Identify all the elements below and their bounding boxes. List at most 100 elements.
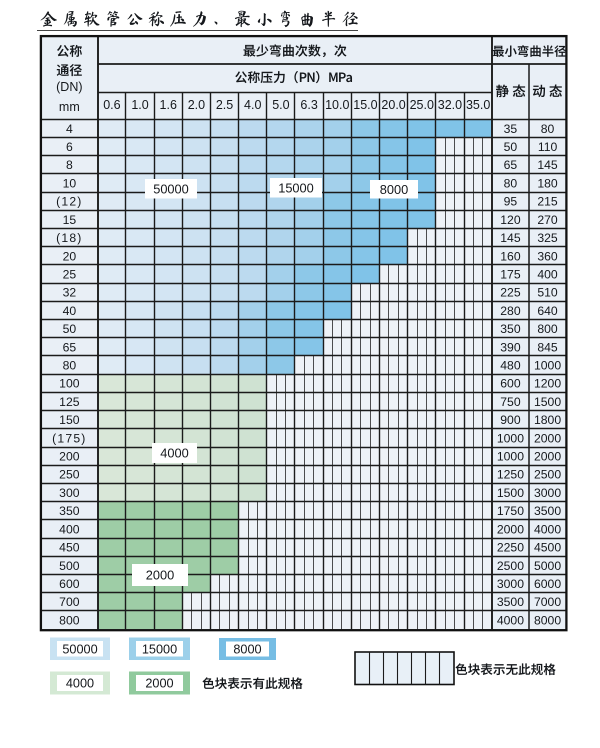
svg-text:150: 150 — [59, 413, 80, 427]
svg-text:145: 145 — [537, 158, 558, 172]
svg-text:700: 700 — [59, 595, 80, 609]
svg-text:15000: 15000 — [142, 642, 177, 656]
svg-text:160: 160 — [500, 249, 521, 263]
svg-text:300: 300 — [59, 486, 80, 500]
svg-text:8000: 8000 — [380, 182, 408, 197]
svg-text:110: 110 — [538, 140, 558, 154]
svg-text:4500: 4500 — [534, 541, 561, 555]
svg-text:2250: 2250 — [497, 541, 524, 555]
svg-text:600: 600 — [500, 377, 521, 391]
svg-text:6000: 6000 — [534, 577, 561, 591]
svg-text:5000: 5000 — [534, 559, 561, 573]
svg-text:35.0: 35.0 — [466, 98, 490, 112]
svg-text:100: 100 — [59, 377, 80, 391]
svg-text:2000: 2000 — [534, 450, 561, 464]
svg-text:2500: 2500 — [534, 468, 561, 482]
svg-text:225: 225 — [500, 286, 521, 300]
svg-text:4: 4 — [66, 122, 73, 136]
svg-text:180: 180 — [537, 176, 558, 190]
svg-text:(12): (12) — [56, 195, 82, 209]
svg-text:65: 65 — [504, 158, 518, 172]
svg-text:215: 215 — [537, 195, 558, 209]
svg-text:32.0: 32.0 — [438, 98, 462, 112]
svg-text:400: 400 — [59, 522, 80, 536]
svg-text:2.0: 2.0 — [188, 98, 205, 112]
svg-text:35: 35 — [504, 122, 518, 136]
svg-text:50: 50 — [63, 322, 77, 336]
svg-text:15.0: 15.0 — [353, 98, 377, 112]
svg-text:32: 32 — [63, 286, 77, 300]
svg-text:510: 510 — [537, 286, 558, 300]
svg-text:1.0: 1.0 — [131, 98, 148, 112]
svg-text:80: 80 — [504, 176, 518, 190]
svg-text:50: 50 — [504, 140, 518, 154]
svg-text:800: 800 — [59, 613, 80, 627]
svg-text:2000: 2000 — [146, 568, 174, 583]
svg-text:145: 145 — [500, 231, 521, 245]
svg-text:8000: 8000 — [233, 643, 261, 657]
svg-text:80: 80 — [63, 359, 77, 373]
svg-text:7000: 7000 — [534, 595, 561, 609]
svg-text:6.3: 6.3 — [300, 98, 317, 112]
svg-text:480: 480 — [500, 359, 521, 373]
svg-text:50000: 50000 — [153, 181, 189, 196]
svg-text:640: 640 — [537, 304, 558, 318]
svg-text:8: 8 — [66, 158, 73, 172]
svg-text:360: 360 — [537, 249, 558, 263]
svg-text:(18): (18) — [56, 231, 82, 245]
svg-text:4000: 4000 — [66, 677, 94, 691]
svg-text:2500: 2500 — [497, 559, 524, 573]
svg-text:50000: 50000 — [62, 642, 97, 656]
svg-text:1.6: 1.6 — [160, 98, 177, 112]
svg-text:750: 750 — [500, 395, 521, 409]
svg-text:4000: 4000 — [497, 613, 524, 627]
svg-text:350: 350 — [500, 322, 521, 336]
svg-text:3000: 3000 — [534, 486, 561, 500]
svg-text:1000: 1000 — [534, 359, 561, 373]
svg-text:2000: 2000 — [534, 431, 561, 445]
svg-text:390: 390 — [500, 340, 521, 354]
svg-text:20.0: 20.0 — [381, 98, 405, 112]
svg-text:500: 500 — [59, 559, 80, 573]
svg-text:10.0: 10.0 — [325, 98, 349, 112]
svg-text:40: 40 — [63, 304, 77, 318]
svg-text:(DN): (DN) — [56, 80, 82, 94]
svg-text:120: 120 — [500, 213, 521, 227]
svg-text:2000: 2000 — [145, 677, 173, 691]
svg-text:845: 845 — [537, 340, 558, 354]
svg-text:25: 25 — [63, 267, 77, 281]
svg-text:25.0: 25.0 — [410, 98, 434, 112]
svg-text:1500: 1500 — [497, 486, 524, 500]
svg-text:95: 95 — [504, 195, 518, 209]
svg-text:600: 600 — [59, 577, 80, 591]
svg-text:450: 450 — [59, 541, 80, 555]
svg-text:4.0: 4.0 — [244, 98, 261, 112]
svg-text:80: 80 — [541, 122, 555, 136]
svg-text:0.6: 0.6 — [103, 98, 120, 112]
svg-text:8000: 8000 — [534, 613, 561, 627]
svg-text:270: 270 — [537, 213, 558, 227]
svg-text:65: 65 — [63, 340, 77, 354]
svg-text:175: 175 — [500, 267, 521, 281]
svg-text:125: 125 — [59, 395, 80, 409]
svg-text:3000: 3000 — [497, 577, 524, 591]
svg-text:mm: mm — [59, 100, 80, 114]
svg-text:5.0: 5.0 — [272, 98, 289, 112]
svg-text:1000: 1000 — [497, 431, 524, 445]
svg-text:1250: 1250 — [497, 468, 524, 482]
svg-text:900: 900 — [500, 413, 521, 427]
svg-text:2000: 2000 — [497, 522, 524, 536]
svg-text:3500: 3500 — [534, 504, 561, 518]
svg-text:200: 200 — [59, 450, 80, 464]
svg-text:1000: 1000 — [497, 450, 524, 464]
svg-text:10: 10 — [63, 176, 77, 190]
svg-text:250: 250 — [59, 468, 80, 482]
svg-text:20: 20 — [63, 249, 77, 263]
svg-text:1500: 1500 — [534, 395, 561, 409]
svg-text:6: 6 — [66, 140, 73, 154]
svg-text:800: 800 — [537, 322, 558, 336]
svg-text:15000: 15000 — [278, 180, 314, 195]
svg-text:1750: 1750 — [497, 504, 524, 518]
svg-text:325: 325 — [537, 231, 558, 245]
svg-text:4000: 4000 — [160, 446, 188, 461]
